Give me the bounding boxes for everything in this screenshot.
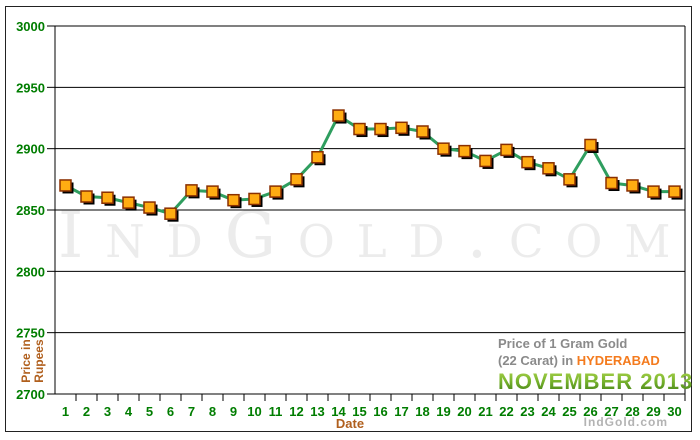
- x-tick-label: 24: [541, 404, 556, 419]
- x-tick-label: 3: [104, 404, 111, 419]
- x-tick-label: 28: [625, 404, 639, 419]
- data-point-marker: [374, 122, 387, 136]
- x-tick-label: 1: [62, 404, 69, 419]
- data-point-marker: [416, 125, 429, 138]
- x-tick-label: 14: [331, 404, 346, 419]
- data-point-marker: [122, 196, 135, 209]
- x-tick-label: 2: [83, 404, 90, 419]
- x-tick-label: 20: [457, 404, 471, 419]
- chart-title: Price of 1 Gram Gold (22 Carat) in HYDER…: [498, 335, 694, 394]
- data-point-marker: [584, 138, 597, 152]
- y-tick-label: 2950: [16, 80, 45, 95]
- y-tick-label: 2850: [16, 203, 45, 218]
- x-tick-label: 7: [188, 404, 195, 419]
- indgold-credit: IndGold.com: [583, 415, 668, 429]
- data-point-marker: [521, 155, 534, 169]
- x-tick-label: 23: [520, 404, 534, 419]
- data-point-marker: [647, 185, 660, 198]
- x-tick-label: 18: [415, 404, 429, 419]
- x-tick-label: 30: [667, 404, 681, 419]
- data-point-marker: [59, 179, 72, 192]
- y-tick-label: 2800: [16, 264, 45, 279]
- x-axis-labels: 1 2 3 4 5 6 7 8 9 10 11 12 13 14 15 16 17 18 19 20 21 22 23 24 2…: [62, 404, 682, 419]
- x-tick-label: 4: [125, 404, 133, 419]
- title-line1: Price of 1 Gram Gold: [498, 336, 628, 351]
- x-tick-label: 6: [167, 404, 174, 419]
- x-tick-label: 26: [583, 404, 597, 419]
- x-axis-title: Date: [335, 416, 365, 431]
- data-point-marker: [563, 173, 576, 186]
- data-point-marker: [206, 185, 219, 198]
- city-name: HYDERABAD: [576, 353, 660, 368]
- data-point-marker: [353, 122, 366, 136]
- title-carat-prefix: (22 Carat) in: [498, 353, 577, 368]
- x-tick-label: 9: [230, 404, 237, 419]
- watermark-text: IndGold.com: [58, 199, 693, 273]
- x-tick-label: 13: [310, 404, 324, 419]
- data-point-marker: [269, 185, 282, 198]
- y-axis-title-line2: Rupees: [32, 339, 46, 383]
- x-tick-label: 8: [209, 404, 216, 419]
- gridlines: [47, 25, 685, 395]
- y-axis-title: Price in Rupees: [19, 326, 46, 396]
- x-tick-label: 21: [478, 404, 492, 419]
- data-point-marker: [395, 121, 408, 135]
- x-tick-label: 25: [562, 404, 576, 419]
- data-point-marker: [479, 154, 492, 168]
- price-line: [64, 114, 676, 216]
- data-point-marker: [626, 179, 639, 192]
- data-point-marker: [101, 191, 114, 204]
- x-tick-label: 11: [269, 404, 283, 419]
- data-point-marker: [332, 109, 345, 122]
- data-point-markers: [59, 109, 683, 222]
- data-point-marker: [143, 201, 156, 214]
- data-point-marker: [542, 162, 555, 175]
- data-point-marker: [80, 190, 93, 203]
- x-tick-label: 12: [289, 404, 303, 419]
- data-point-marker: [164, 207, 177, 220]
- data-point-marker: [290, 173, 303, 186]
- data-point-marker: [227, 193, 240, 207]
- axes: [54, 26, 686, 401]
- y-axis-labels: 3000 2950 2900 2850 2800 2750 2700: [16, 19, 45, 402]
- x-tick-label: 10: [247, 404, 261, 419]
- month-year: NOVEMBER 2013: [498, 369, 694, 394]
- y-tick-label: 2900: [16, 142, 45, 157]
- y-tick-label: 2700: [16, 387, 45, 402]
- x-tick-label: 16: [373, 404, 387, 419]
- x-tick-label: 27: [604, 404, 618, 419]
- data-point-marker: [458, 144, 471, 158]
- data-point-marker: [500, 143, 513, 157]
- data-point-marker: [605, 176, 618, 190]
- data-point-marker: [311, 151, 324, 164]
- data-point-marker: [248, 192, 261, 206]
- data-point-marker: [185, 184, 198, 197]
- x-tick-label: 15: [352, 404, 366, 419]
- x-tick-label: 5: [146, 404, 153, 419]
- y-tick-label: 2750: [16, 326, 45, 341]
- data-point-marker: [437, 142, 450, 155]
- y-axis-title-line1: Price in: [19, 339, 33, 383]
- data-point-marker: [668, 185, 681, 198]
- y-tick-label: 3000: [16, 19, 45, 34]
- x-tick-label: 29: [646, 404, 660, 419]
- x-tick-label: 19: [436, 404, 450, 419]
- x-tick-label: 22: [499, 404, 513, 419]
- x-tick-label: 17: [394, 404, 408, 419]
